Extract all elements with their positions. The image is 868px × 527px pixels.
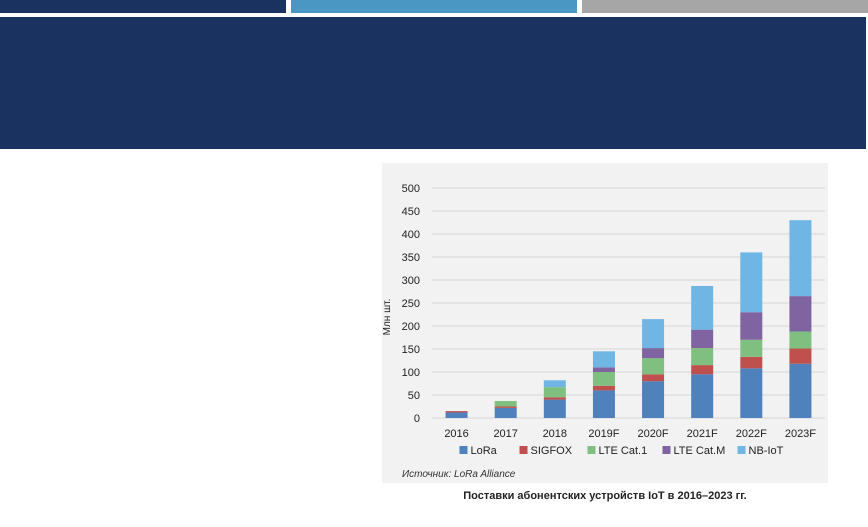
x-tick-label: 2022F bbox=[736, 428, 767, 440]
y-tick-label: 250 bbox=[402, 298, 420, 310]
bar-layer bbox=[445, 220, 812, 418]
bar-segment bbox=[642, 348, 665, 359]
bar-segment bbox=[789, 296, 812, 332]
y-tick-label: 100 bbox=[402, 367, 420, 379]
bar-segment bbox=[789, 331, 812, 349]
legend-swatch bbox=[459, 446, 468, 454]
legend-swatch bbox=[737, 446, 746, 454]
bar-segment bbox=[740, 356, 763, 369]
top-bar-gray bbox=[582, 0, 868, 13]
bar-segment bbox=[642, 374, 665, 382]
bar-segment bbox=[691, 374, 714, 418]
x-tick-label: 2017 bbox=[493, 428, 517, 440]
y-tick-label: 150 bbox=[402, 344, 420, 356]
x-tick-label: 2023F bbox=[785, 428, 816, 440]
bar-segment bbox=[592, 385, 615, 391]
y-tick-label: 350 bbox=[402, 252, 420, 264]
x-tick-label: 2016 bbox=[444, 428, 468, 440]
chart-caption: Поставки абонентских устройств IoT в 201… bbox=[463, 490, 747, 502]
bar-segment bbox=[592, 372, 615, 386]
x-tick-layer: 2016 2017 2018 2019F 2020F 2021F 2022F 2023F bbox=[444, 428, 816, 440]
legend-swatch bbox=[519, 446, 528, 454]
bar-segment bbox=[740, 312, 763, 340]
y-tick-label: 400 bbox=[402, 229, 420, 241]
legend-label: LTE Cat.1 bbox=[599, 445, 648, 457]
bar-segment bbox=[642, 319, 665, 349]
bar-segment bbox=[642, 381, 665, 418]
bar-segment bbox=[543, 397, 566, 400]
bar-segment bbox=[592, 390, 615, 418]
bar-segment bbox=[543, 380, 566, 388]
bar-segment bbox=[642, 358, 665, 375]
top-bar-blue bbox=[291, 0, 577, 13]
bar-segment bbox=[691, 348, 714, 366]
y-tick-label: 500 bbox=[402, 183, 420, 195]
legend-label: NB-IoT bbox=[749, 445, 784, 457]
bar-segment bbox=[494, 400, 517, 407]
chart-panel: 0 50 100 150 200 250 300 350 400 450 500 2016 2017 2… bbox=[382, 163, 828, 483]
y-axis-label: Млн шт. bbox=[382, 299, 393, 336]
y-tick-layer: 0 50 100 150 200 250 300 350 400 450 500 bbox=[402, 183, 420, 425]
y-tick-label: 0 bbox=[414, 413, 420, 425]
top-bar-navy bbox=[0, 0, 286, 13]
bar-segment bbox=[740, 252, 763, 313]
y-tick-label: 450 bbox=[402, 206, 420, 218]
bar-segment bbox=[543, 399, 566, 418]
x-tick-label: 2021F bbox=[687, 428, 718, 440]
legend-label: LTE Cat.M bbox=[674, 445, 726, 457]
legend-label: SIGFOX bbox=[531, 445, 573, 457]
bar-segment bbox=[789, 363, 812, 418]
bar-segment bbox=[789, 220, 812, 297]
legend-label: LoRa bbox=[471, 445, 498, 457]
y-tick-label: 50 bbox=[408, 390, 420, 402]
bar-segment bbox=[543, 387, 566, 398]
legend-swatch bbox=[662, 446, 671, 454]
bar-segment bbox=[494, 407, 517, 418]
y-tick-label: 300 bbox=[402, 275, 420, 287]
bar-segment bbox=[592, 367, 615, 372]
source-note: Источник: LoRa Alliance bbox=[402, 469, 516, 480]
y-tick-label: 200 bbox=[402, 321, 420, 333]
legend: LoRa SIGFOX LTE Cat.1 LTE Cat.M NB-IoT bbox=[459, 445, 784, 457]
legend-swatch bbox=[587, 446, 596, 454]
bar-segment bbox=[740, 339, 763, 357]
bar-segment bbox=[691, 329, 714, 349]
x-tick-label: 2018 bbox=[543, 428, 567, 440]
bar-segment bbox=[740, 368, 763, 418]
bar-segment bbox=[592, 351, 615, 368]
bar-segment bbox=[691, 285, 714, 330]
bar-segment bbox=[789, 348, 812, 364]
bar-segment bbox=[691, 365, 714, 375]
x-tick-label: 2020F bbox=[637, 428, 668, 440]
bar-segment bbox=[445, 411, 468, 413]
bar-segment bbox=[494, 406, 517, 408]
title-banner bbox=[0, 17, 866, 149]
grid-layer bbox=[432, 187, 825, 419]
x-tick-label: 2019F bbox=[588, 428, 619, 440]
bar-segment bbox=[445, 412, 468, 418]
